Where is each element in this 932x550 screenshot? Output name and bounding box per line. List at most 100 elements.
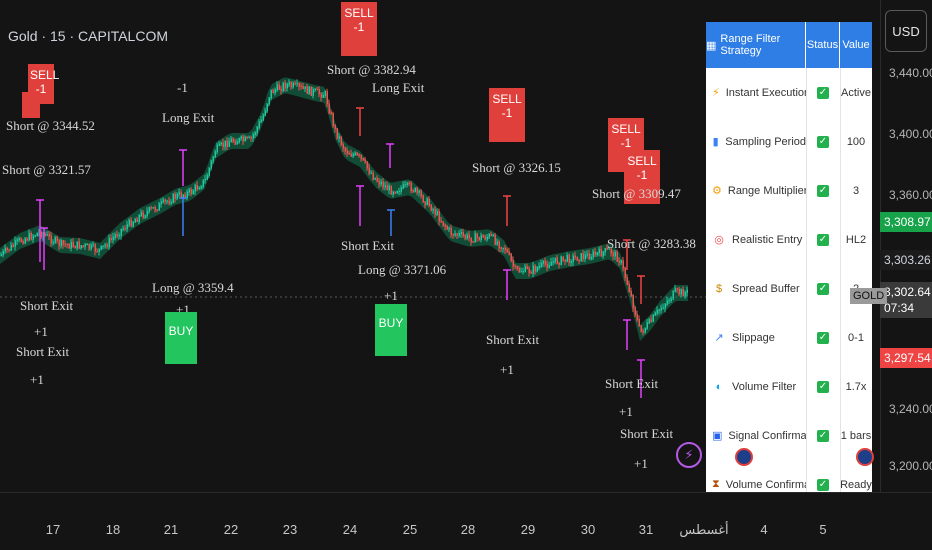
candle-body [107,245,109,248]
candle-body [241,136,243,139]
row-name: Signal Confirmation [728,430,806,442]
candle-body [53,242,55,244]
candle-body [431,205,433,211]
check-icon: ✓ [817,332,829,344]
short-exit-label: Short Exit [486,332,539,348]
candle-body [559,263,561,265]
candle-body [419,191,421,193]
panel-row: ⚙ Range Multiplier ✓ 3 [706,166,872,215]
candle-body [129,220,131,226]
candle-body [553,261,555,263]
candle-body [33,236,35,240]
short-entry-label: Short @ 3326.15 [472,160,561,176]
candle-body [291,82,293,87]
candle-body [299,83,301,86]
row-name-cell: ▮ Sampling Period [706,135,806,148]
candle-body [383,182,385,188]
candle-body [211,160,213,168]
candle-body [615,252,617,257]
price-tag-low: 3,297.54 [880,348,932,368]
candle-body [285,83,287,88]
candle-body [119,235,121,236]
candle-body [259,122,261,128]
short-exit-label: Short Exit [605,376,658,392]
candle-body [37,233,39,236]
buy-signal: BUY [375,304,407,356]
row-name-cell: ⚙ Range Multiplier [706,184,806,197]
candle-body [323,95,325,98]
candle-body [319,89,321,94]
candle-body [67,244,69,245]
currency-button[interactable]: USD [885,10,927,52]
candle-body [591,257,593,260]
candle-body [477,234,479,238]
candle-body [411,183,413,191]
long-exit-label: Long Exit [372,80,424,96]
candle-body [65,244,67,245]
candle-body [123,228,125,230]
candle-body [127,224,129,229]
candle-body [579,260,581,261]
candle-body [497,241,499,244]
candle-body [143,212,145,217]
candle-body [603,251,605,256]
candle-body [341,137,343,146]
row-name: Spread Buffer [732,283,800,295]
symbol-title[interactable]: Gold · 15 · CAPITALCOM [8,28,168,44]
candle-body [541,263,543,267]
candle-body [89,244,91,249]
candle-body [5,248,7,252]
candle-body [405,184,407,185]
candle-body [111,238,113,240]
candle-body [655,313,657,316]
date-tick: 31 [639,522,653,537]
candle-body [215,151,217,157]
candle-body [167,201,169,202]
candle-body [449,228,451,230]
candle-body [377,178,379,182]
candle-body [195,185,197,191]
date-tick: أغسطس [679,522,728,538]
lightning-icon[interactable]: ⚡ [676,442,702,468]
candle-body [235,141,237,145]
us-flag-icon[interactable] [735,448,753,466]
plus-one-label: +1 [384,288,398,304]
row-value: 3 [840,185,872,197]
time-axis[interactable] [0,492,932,550]
row-value: 1.7x [840,381,872,393]
candle-body [649,319,651,323]
date-tick: 17 [46,522,60,537]
strategy-panel: ▦ Range Filter Strategy Status Value ⚡ In… [706,22,872,492]
candle-body [523,271,525,272]
row-name: Realistic Entry [732,234,802,246]
check-icon: ✓ [817,283,829,295]
plus-one-label: +1 [619,404,633,420]
candle-body [483,235,485,237]
candle-body [261,120,263,123]
us-flag-icon[interactable] [856,448,874,466]
row-name: Sampling Period [725,136,806,148]
date-tick: 4 [760,522,767,537]
candle-body [57,237,59,241]
candle-body [425,201,427,205]
short-entry-label: Short @ 3344.52 [6,118,95,134]
short-entry-label: Short @ 3382.94 [327,62,416,78]
candle-body [365,159,367,162]
row-status: ✓ [806,87,840,99]
candle-body [499,241,501,248]
candle-body [55,237,57,243]
candle-body [565,259,567,261]
candle-body [451,228,453,235]
long-entry-label: Long @ 3371.06 [358,262,446,278]
row-value: Active [840,87,872,99]
candle-body [209,168,211,176]
candle-body [373,173,375,180]
candle-body [179,192,181,194]
candle-body [433,209,435,211]
candle-body [337,128,339,139]
candle-body [289,82,291,84]
candle-body [651,319,653,322]
candle-body [521,271,523,272]
candle-body [345,148,347,152]
candle-body [391,186,393,195]
